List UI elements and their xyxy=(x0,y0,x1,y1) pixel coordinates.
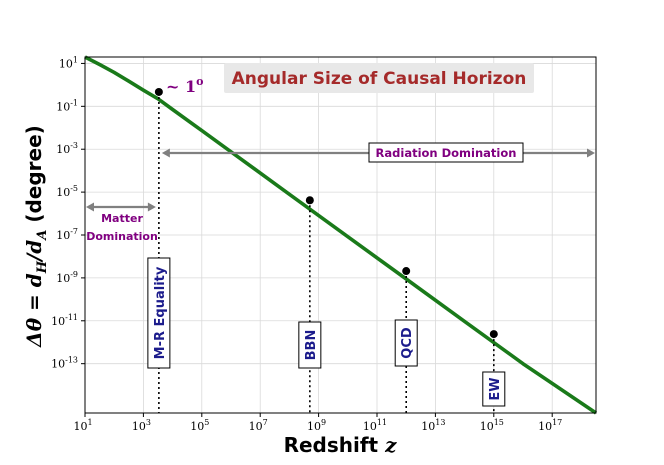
point-marker xyxy=(489,330,498,339)
chart-title-box xyxy=(224,63,534,93)
point-label-box xyxy=(147,257,171,369)
point-label: EW xyxy=(482,371,506,407)
point-label-text: BBN xyxy=(304,330,319,361)
point-label: BBN xyxy=(298,321,322,369)
point-label-box xyxy=(394,319,418,367)
arrow-head-left xyxy=(161,148,170,158)
point-marker xyxy=(154,87,163,96)
y-tick-label: 10-11 xyxy=(51,313,78,328)
x-ticks: 101 103 105 107 109 1011 1013 1015 1017 xyxy=(73,413,562,433)
matter-arrow xyxy=(86,202,156,212)
y-tick-label: 10-5 xyxy=(56,184,78,199)
arrow-head-right xyxy=(587,148,595,158)
series-line xyxy=(84,55,598,415)
arrow-head-left xyxy=(86,202,94,212)
y-tick-label: 10-13 xyxy=(51,356,78,371)
x-axis-label: Redshift z xyxy=(284,433,398,457)
y-tick-label: 101 xyxy=(59,55,78,70)
series-layer xyxy=(84,55,598,415)
one-degree-note: ~ 1o xyxy=(166,75,203,96)
point-marker xyxy=(305,196,314,205)
matter-domination-label-line1: Matter xyxy=(101,212,143,225)
x-tick-label: 109 xyxy=(307,418,326,433)
y-tick-label: 10-1 xyxy=(56,98,78,113)
x-tick-label: 1015 xyxy=(480,418,504,433)
x-tick-label: 105 xyxy=(190,418,209,433)
matter-domination-label-line2: Domination xyxy=(86,230,158,243)
y-tick-label: 10-3 xyxy=(56,141,78,156)
arrow-head-right xyxy=(147,202,156,212)
point-drop-lines xyxy=(158,91,495,413)
x-tick-label: 103 xyxy=(132,418,151,433)
radiation-domination-label: Radiation Domination xyxy=(368,142,524,163)
x-tick-label: 101 xyxy=(73,418,92,433)
y-ticks: 101 10-1 10-3 10-5 10-7 10-9 10-11 10-13 xyxy=(51,55,85,371)
x-tick-label: 1013 xyxy=(421,418,445,433)
point-label-box xyxy=(482,371,506,407)
point-label-text: QCD xyxy=(400,327,415,359)
x-tick-label: 1017 xyxy=(538,418,562,433)
y-tick-label: 10-7 xyxy=(56,227,78,242)
chart-title: Angular Size of Causal Horizon xyxy=(232,69,527,89)
point-label-box xyxy=(298,321,322,369)
point-label: QCD xyxy=(394,319,418,367)
point-labels: M-R Equality BBN QCD EW xyxy=(147,257,506,407)
point-label-text: EW xyxy=(488,377,503,400)
y-axis-label: Δθ = dH/dA (degree) xyxy=(22,125,50,348)
point-markers xyxy=(154,87,498,339)
x-tick-label: 1011 xyxy=(363,418,387,433)
svg-text:Radiation Domination: Radiation Domination xyxy=(376,146,517,160)
point-label: M-R Equality xyxy=(147,257,171,369)
x-tick-label: 107 xyxy=(249,418,268,433)
point-label-text: M-R Equality xyxy=(153,266,168,359)
point-marker xyxy=(402,267,411,276)
y-tick-label: 10-9 xyxy=(56,270,78,285)
